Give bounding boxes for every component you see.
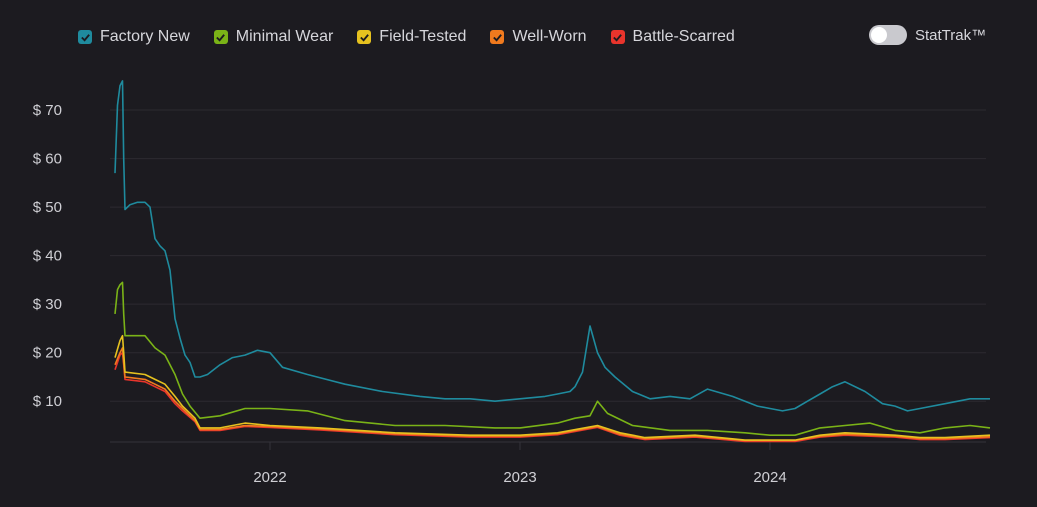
toggle-knob <box>871 27 887 43</box>
checkbox-icon[interactable] <box>490 30 505 44</box>
legend-label: Minimal Wear <box>235 28 334 45</box>
chart-legend: Factory New Minimal Wear Field-Tested We… <box>78 26 759 48</box>
x-tick-label: 2024 <box>753 469 786 486</box>
y-tick-label: $ 70 <box>33 102 62 119</box>
checkbox-icon[interactable] <box>213 30 228 44</box>
legend-item-minimal-wear[interactable]: Minimal Wear <box>213 28 334 46</box>
y-tick-label: $ 20 <box>33 345 62 362</box>
y-tick-label: $ 60 <box>33 151 62 168</box>
legend-label: Battle-Scarred <box>632 28 735 45</box>
series-line-minimal-wear <box>114 281 991 437</box>
series-line-battle-scarred <box>114 351 991 443</box>
legend-label: Factory New <box>100 28 190 45</box>
y-tick-label: $ 10 <box>33 393 62 410</box>
y-tick-label: $ 30 <box>33 296 62 313</box>
checkbox-icon[interactable] <box>78 30 92 44</box>
toggle-track[interactable] <box>869 25 907 45</box>
legend-item-battle-scarred[interactable]: Battle-Scarred <box>610 28 735 46</box>
x-tick-label: 2022 <box>253 469 286 486</box>
legend-item-factory-new[interactable]: Factory New <box>78 28 190 46</box>
checkbox-icon[interactable] <box>357 30 372 44</box>
x-tick-label: 2023 <box>503 469 536 486</box>
series-line-factory-new <box>114 80 990 412</box>
legend-item-well-worn[interactable]: Well-Worn <box>490 28 587 46</box>
legend-label: Well-Worn <box>512 28 587 45</box>
stattrak-toggle[interactable]: StatTrak™ <box>869 25 986 45</box>
y-tick-label: $ 40 <box>33 248 62 265</box>
legend-label: Field-Tested <box>379 28 467 45</box>
toggle-label: StatTrak™ <box>915 26 987 44</box>
legend-item-field-tested[interactable]: Field-Tested <box>357 28 466 46</box>
checkbox-icon[interactable] <box>610 30 625 44</box>
series-line-field-tested <box>114 334 991 441</box>
y-tick-label: $ 50 <box>33 199 62 216</box>
